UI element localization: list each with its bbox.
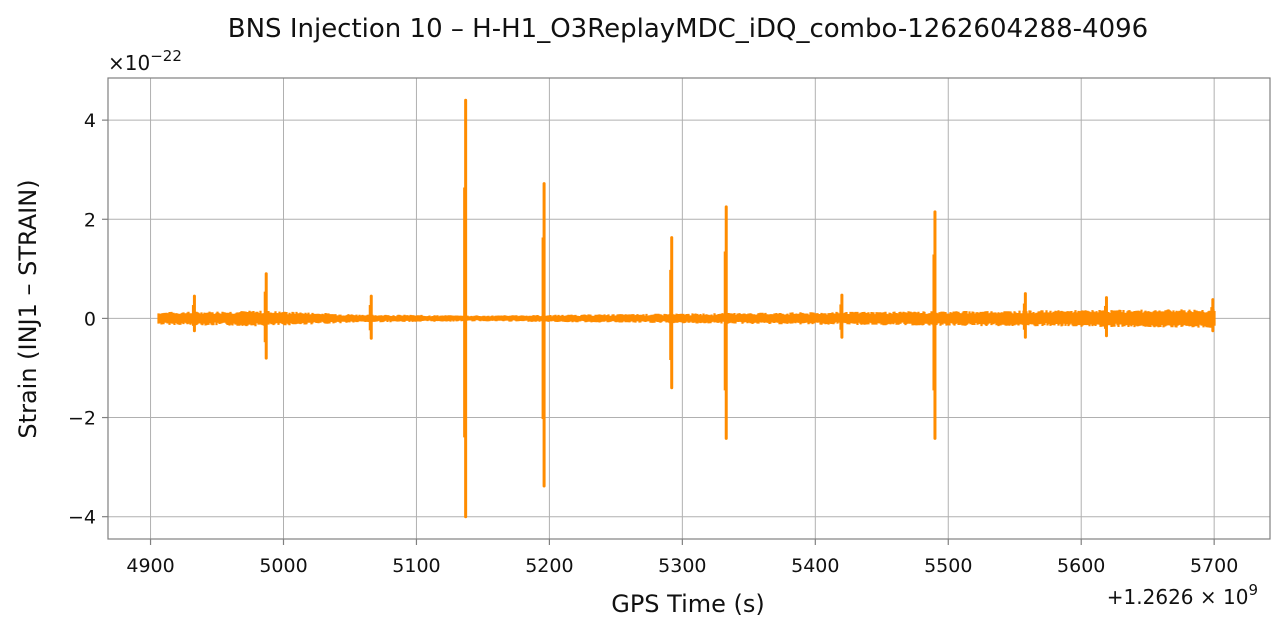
chart-title: BNS Injection 10 – H-H1_O3ReplayMDC_iDQ_… bbox=[228, 14, 1148, 44]
y-tick-label: 4 bbox=[84, 110, 96, 132]
y-multiplier-exponent: −22 bbox=[150, 47, 182, 65]
x-axis-ticks: 4900 5000 5100 5200 5300 5400 5500 5600 5700 bbox=[126, 539, 1238, 577]
strain-noise-band bbox=[157, 309, 1216, 328]
y-tick-label: −2 bbox=[68, 408, 96, 430]
x-tick-label: 5300 bbox=[658, 555, 706, 577]
y-multiplier-base: ×10 bbox=[108, 51, 150, 75]
y-axis-ticks: −4 −2 0 2 4 bbox=[68, 110, 108, 529]
x-tick-label: 5200 bbox=[525, 555, 573, 577]
x-tick-label: 5400 bbox=[791, 555, 839, 577]
grid-layer bbox=[108, 78, 1270, 539]
y-multiplier: ×10−22 bbox=[108, 47, 182, 75]
x-tick-label: 5700 bbox=[1190, 555, 1238, 577]
x-tick-label: 5500 bbox=[924, 555, 972, 577]
x-tick-label: 5100 bbox=[392, 555, 440, 577]
x-tick-label: 4900 bbox=[126, 555, 174, 577]
x-tick-label: 5000 bbox=[259, 555, 307, 577]
y-tick-label: 2 bbox=[84, 209, 96, 231]
y-axis-label: Strain (INJ1 – STRAIN) bbox=[14, 179, 42, 438]
x-offset-base: +1.2626 × 10 bbox=[1107, 585, 1249, 609]
y-tick-label: −4 bbox=[68, 507, 96, 529]
x-offset-exponent: 9 bbox=[1248, 581, 1258, 599]
x-axis-label: GPS Time (s) bbox=[611, 590, 765, 618]
x-offset: +1.2626 × 109 bbox=[1107, 581, 1258, 609]
y-tick-label: 0 bbox=[84, 308, 96, 330]
plot-frame bbox=[107, 77, 1271, 540]
series-layer bbox=[157, 98, 1216, 519]
x-tick-label: 5600 bbox=[1057, 555, 1105, 577]
